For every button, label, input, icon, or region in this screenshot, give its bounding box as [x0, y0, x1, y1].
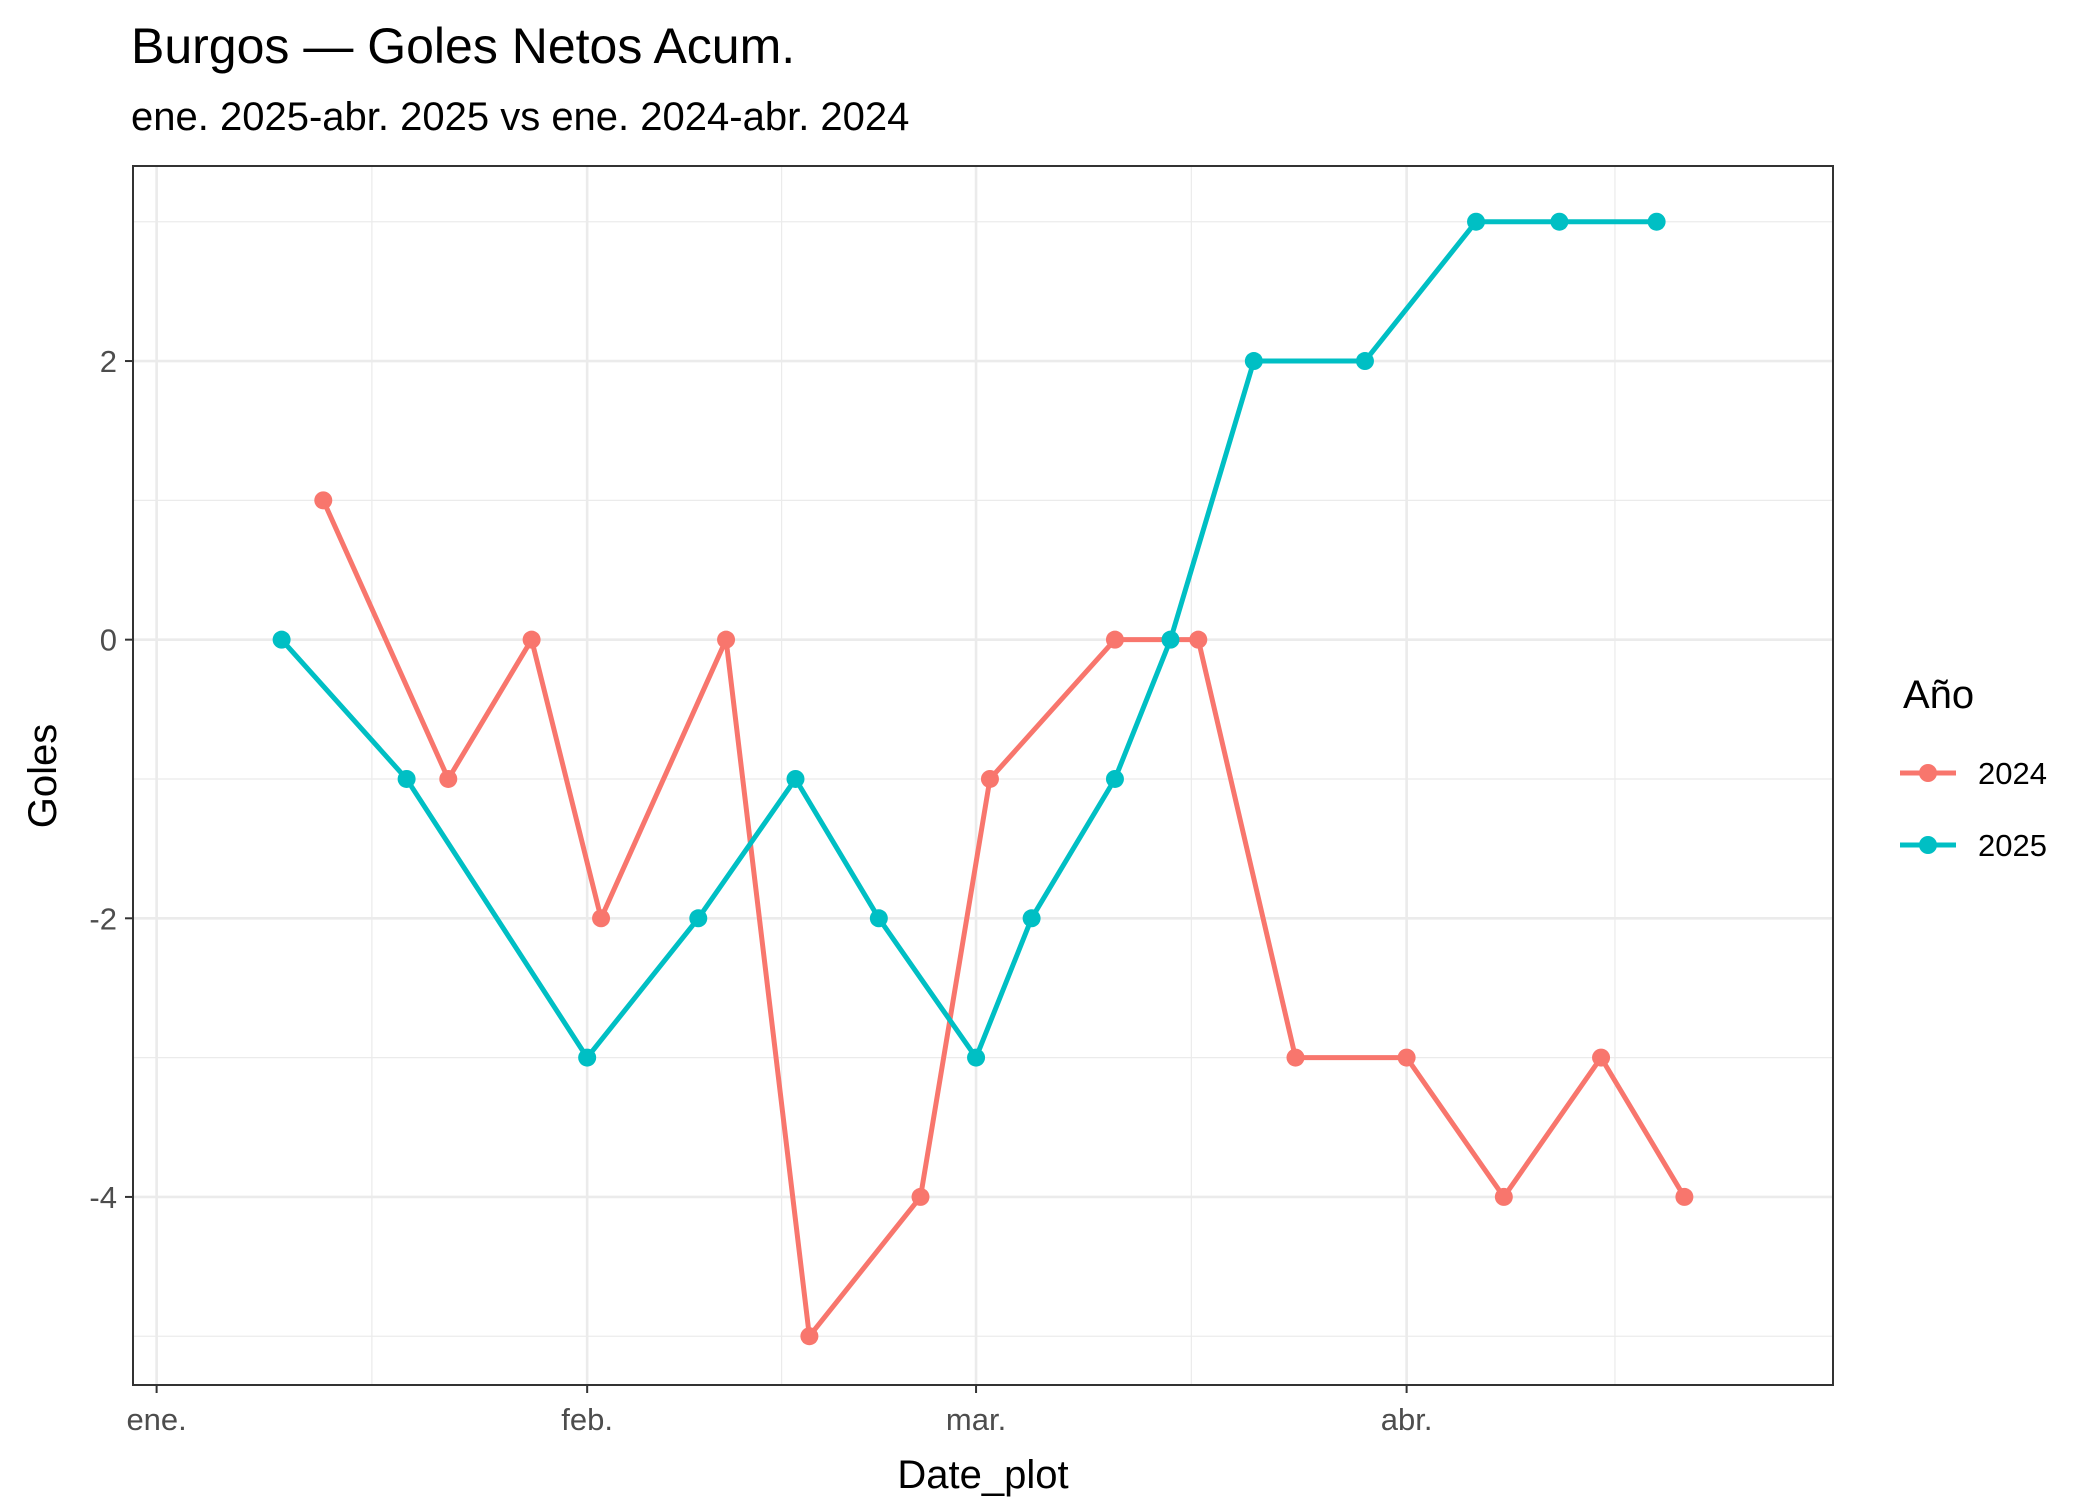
legend-title: Año	[1903, 673, 1974, 717]
y-tick-label: -2	[89, 901, 117, 936]
data-point-2024	[522, 630, 541, 649]
data-point-2025	[1105, 769, 1124, 788]
data-point-2025	[1467, 212, 1486, 231]
data-point-2024	[800, 1327, 819, 1346]
series-layer	[272, 212, 1694, 1346]
legend-key-point	[1919, 836, 1937, 854]
chart-subtitle: ene. 2025-abr. 2025 vs ene. 2024-abr. 20…	[131, 95, 909, 139]
data-point-2025	[397, 769, 416, 788]
data-point-2024	[1592, 1048, 1611, 1067]
data-point-2025	[1022, 909, 1041, 928]
data-point-2024	[1105, 630, 1124, 649]
plot-border	[132, 165, 1834, 1386]
data-point-2024	[1494, 1187, 1513, 1206]
y-axis-title: Goles	[21, 724, 65, 829]
y-tick-label: -4	[89, 1180, 117, 1215]
data-point-2024	[1189, 630, 1208, 649]
data-point-2025	[272, 630, 291, 649]
legend-key-point	[1919, 764, 1937, 782]
data-point-2024	[592, 909, 611, 928]
x-axis-title: Date_plot	[897, 1453, 1068, 1497]
data-point-2025	[1550, 212, 1569, 231]
data-point-2024	[980, 769, 999, 788]
legend-item-2024: 2024	[1900, 756, 2047, 791]
data-point-2025	[578, 1048, 597, 1067]
data-point-2025	[1355, 352, 1374, 371]
grid-major	[133, 166, 1833, 1385]
data-point-2025	[786, 769, 805, 788]
data-point-2024	[1286, 1048, 1305, 1067]
data-point-2025	[1244, 352, 1263, 371]
data-point-2024	[439, 769, 458, 788]
legend-label: 2025	[1978, 828, 2047, 863]
x-tick-label: mar.	[946, 1402, 1006, 1437]
data-point-2025	[1647, 212, 1666, 231]
legend: Año 2024 2025	[1900, 673, 2047, 863]
data-point-2024	[314, 491, 333, 510]
y-tick-label: 2	[100, 344, 117, 379]
data-point-2025	[1161, 630, 1180, 649]
data-point-2025	[689, 909, 708, 928]
data-point-2025	[967, 1048, 986, 1067]
x-tick-label: ene.	[126, 1402, 186, 1437]
data-point-2025	[869, 909, 888, 928]
y-axis: -4 -2 0 2	[89, 344, 133, 1215]
x-axis: ene. feb. mar. abr.	[126, 1385, 1432, 1437]
y-tick-label: 0	[100, 623, 117, 658]
data-point-2024	[1675, 1187, 1694, 1206]
chart-title: Burgos — Goles Netos Acum.	[131, 18, 795, 74]
x-tick-label: feb.	[561, 1402, 613, 1437]
legend-label: 2024	[1978, 756, 2047, 791]
data-point-2024	[911, 1187, 930, 1206]
x-tick-label: abr.	[1381, 1402, 1433, 1437]
legend-item-2025: 2025	[1900, 828, 2047, 863]
data-point-2024	[717, 630, 736, 649]
data-point-2024	[1397, 1048, 1416, 1067]
